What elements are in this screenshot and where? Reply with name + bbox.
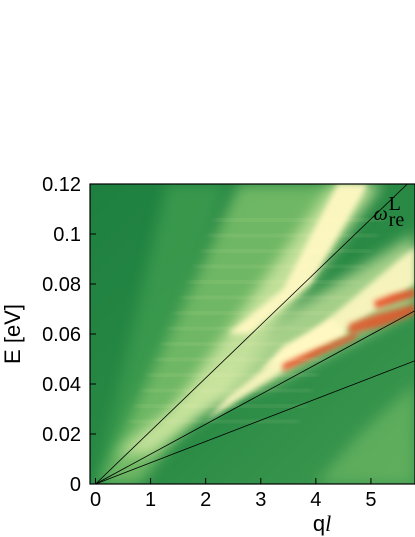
heat-stripe: [161, 342, 332, 346]
heatmap-area: [90, 184, 415, 484]
y-tick-label: 0: [70, 474, 81, 496]
heat-stripe: [194, 265, 365, 268]
x-axis-ticks: 0 1 2 3 4 5: [90, 478, 376, 511]
y-axis-ticks: 0 0.02 0.04 0.06 0.08 0.1 0.12: [42, 174, 96, 496]
heat-band: [373, 289, 415, 309]
heat-band: [227, 184, 369, 334]
heat-stripe: [141, 389, 312, 392]
heat-band: [282, 331, 360, 372]
heat-stripe: [214, 218, 385, 222]
y-tick-label: 0.08: [42, 274, 81, 296]
heat-stripe: [201, 249, 372, 253]
dispersion-line: [95, 184, 408, 484]
dispersion-line: [95, 310, 415, 484]
heatmap-bands: [95, 184, 415, 484]
omega-superscript: L: [389, 193, 401, 215]
y-tick-label: 0.1: [53, 224, 81, 246]
heat-stripe: [135, 404, 306, 408]
heat-stripe: [188, 280, 359, 284]
x-tick-label: 0: [90, 489, 101, 511]
x-tick-label: 3: [255, 489, 266, 511]
y-tick-label: 0.04: [42, 374, 81, 396]
x-tick-label: 4: [310, 489, 321, 511]
omega-label: ω L re: [374, 193, 405, 231]
heat-stripe: [155, 358, 325, 361]
heat-stripe: [207, 234, 378, 237]
heat-band: [95, 184, 228, 484]
omega-symbol: ω: [374, 203, 388, 225]
heat-band: [315, 384, 415, 484]
heat-stripe: [128, 420, 299, 423]
y-tick-label: 0.12: [42, 174, 81, 196]
heat-stripe: [168, 327, 339, 330]
y-axis-title: E [eV]: [0, 304, 25, 364]
y-tick-label: 0.06: [42, 324, 81, 346]
heat-stripe: [181, 296, 352, 299]
dispersion-line: [95, 360, 415, 484]
x-tick-label: 1: [145, 489, 156, 511]
heat-stripe: [174, 311, 345, 315]
dispersion-lines: [95, 184, 415, 484]
x-axis-title: ql: [313, 511, 331, 536]
x-tick-label: 2: [200, 489, 211, 511]
y-tick-label: 0.02: [42, 424, 81, 446]
heat-stripe: [148, 373, 319, 377]
heat-band: [348, 304, 415, 334]
x-tick-label: 5: [365, 489, 376, 511]
omega-subscript: re: [389, 209, 405, 231]
